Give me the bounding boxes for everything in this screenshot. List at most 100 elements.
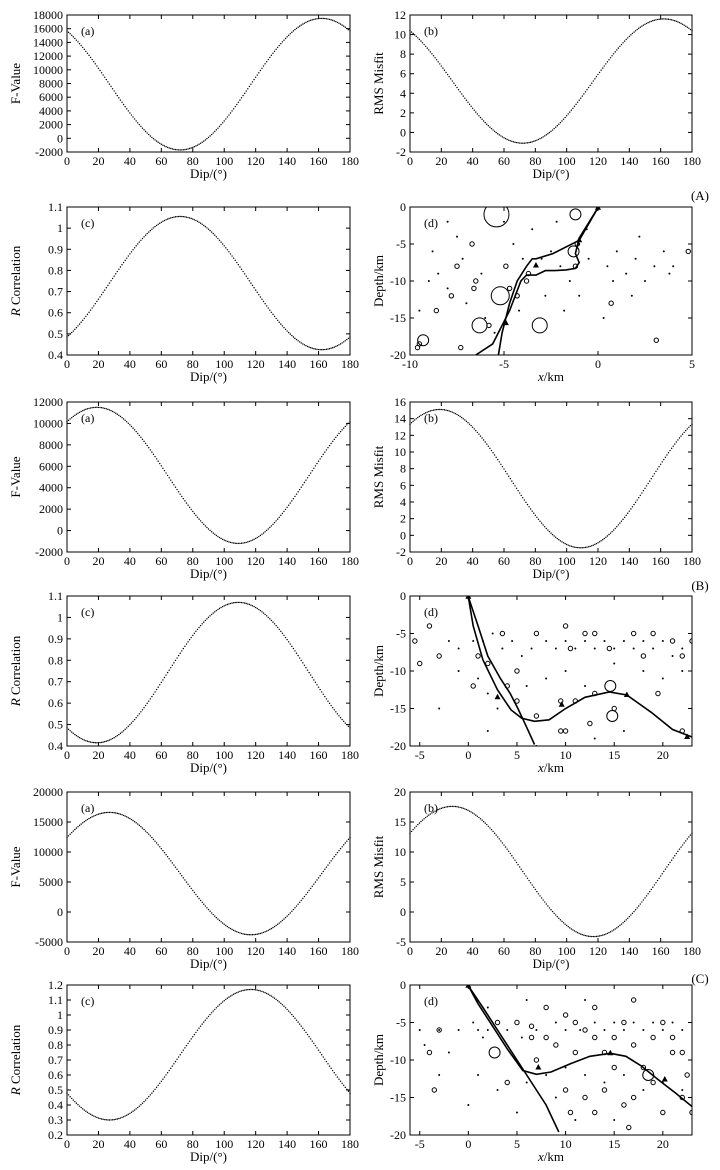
curve-point <box>332 19 334 22</box>
curve-point <box>130 722 133 724</box>
event-circle <box>640 1064 647 1071</box>
curve-point <box>162 849 164 852</box>
curve-point <box>174 216 177 218</box>
event-circle <box>458 344 464 351</box>
event-dot <box>456 235 458 238</box>
curve-point <box>80 1106 82 1109</box>
curve-point <box>102 812 104 814</box>
curve-point <box>493 130 496 133</box>
curve-point <box>481 819 483 821</box>
curve-point <box>204 525 207 527</box>
curve-point <box>347 337 350 340</box>
curve-point <box>121 814 123 816</box>
event-dot <box>671 1021 674 1024</box>
curve-point <box>292 908 295 911</box>
curve-point <box>645 485 648 487</box>
curve-point <box>251 81 254 83</box>
curve-point <box>450 410 452 413</box>
curve-point <box>464 97 466 99</box>
curve-point <box>254 289 257 291</box>
curve-point <box>116 1118 119 1120</box>
curve-point <box>540 137 543 139</box>
curve-point <box>308 20 310 22</box>
curve-point <box>162 679 164 681</box>
curve-point <box>286 915 288 917</box>
curve-point <box>116 413 119 415</box>
curve-point <box>412 420 414 423</box>
curve-point <box>88 817 90 820</box>
curve-point <box>148 231 150 233</box>
curve-point <box>305 479 307 481</box>
curve-point <box>86 313 89 316</box>
x-tick-label: 140 <box>278 944 296 958</box>
curve-point <box>336 434 339 437</box>
event-circle <box>514 1019 520 1026</box>
curve-point <box>330 19 332 21</box>
curve-point <box>231 602 233 604</box>
x-tick-label: 20 <box>92 1137 104 1151</box>
curve-point <box>493 832 496 834</box>
curve-point <box>234 542 236 544</box>
curve-point <box>67 419 70 422</box>
curve-point <box>240 268 243 270</box>
curve-point <box>603 65 605 67</box>
triangle-marker <box>623 691 630 697</box>
curve-point <box>269 309 271 311</box>
curve-point <box>245 602 247 605</box>
x-tick-label: 0 <box>64 1137 70 1151</box>
y-tick-label: 12000 <box>33 395 63 409</box>
curve-point <box>550 909 552 911</box>
x-axis-label: Dip/(°) <box>190 1149 227 1164</box>
curve-point <box>221 605 224 608</box>
curve-point <box>69 418 71 420</box>
curve-point <box>247 541 249 543</box>
x-tick-label: 120 <box>247 154 265 168</box>
y-tick-label: -2000 <box>35 545 63 559</box>
event-circle <box>611 1034 617 1041</box>
curve-point <box>620 43 623 46</box>
curve-point <box>122 261 125 264</box>
y-axis-label: RMS Misfit <box>371 445 386 508</box>
x-tick-label: 20 <box>435 154 447 168</box>
curve-point <box>82 822 84 824</box>
curve-point <box>655 470 657 473</box>
curve-point <box>658 877 660 879</box>
x-tick-label: 40 <box>124 1137 136 1151</box>
curve-point <box>429 813 432 815</box>
curve-point <box>155 140 158 142</box>
y-tick-label: 12000 <box>33 49 63 63</box>
curve-point <box>468 423 471 425</box>
curve-point <box>192 634 194 637</box>
y-tick-label: 0.5 <box>48 327 63 341</box>
curve-point <box>184 500 186 502</box>
curve-point <box>75 1102 78 1104</box>
event-dot <box>593 1021 596 1024</box>
curve-point <box>137 715 139 717</box>
x-tick-label: 160 <box>652 154 670 168</box>
curve-point <box>578 932 580 935</box>
event-dot <box>564 670 567 672</box>
y-tick-label: 5000 <box>39 875 63 889</box>
curve-point <box>465 420 468 423</box>
curve-point <box>248 934 251 936</box>
curve-point <box>528 506 530 508</box>
curve-point <box>262 991 265 993</box>
curve-point <box>166 146 169 149</box>
curve-point <box>448 805 450 808</box>
event-dot <box>662 250 665 253</box>
curve-point <box>225 998 227 1001</box>
x-axis-label-text: Dip/(°) <box>533 956 570 971</box>
curve-point <box>302 897 304 900</box>
curve-point <box>165 472 167 474</box>
event-dot <box>512 243 515 245</box>
curve-point <box>229 995 232 997</box>
curve-point <box>286 330 288 332</box>
curve-point <box>126 421 128 423</box>
curve-point <box>267 929 269 932</box>
event-dot <box>613 1119 616 1121</box>
curve-point <box>558 123 560 125</box>
curve-point <box>439 63 441 65</box>
curve-point <box>316 684 318 686</box>
curve-point <box>195 145 197 147</box>
curve-point <box>242 989 244 992</box>
